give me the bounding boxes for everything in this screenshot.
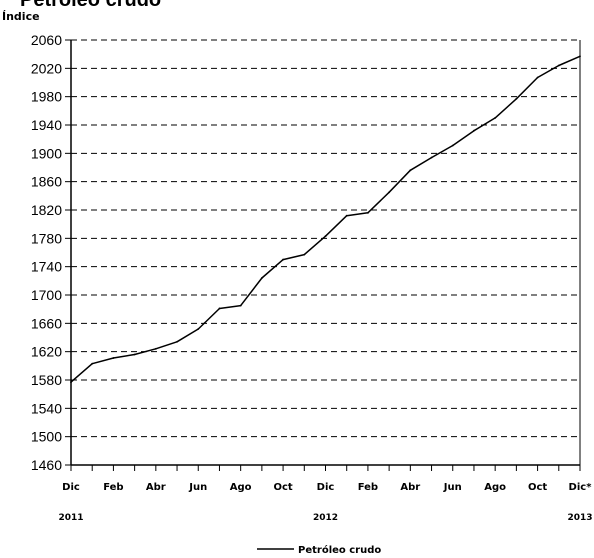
data-point (473, 129, 475, 132)
x-tick-label: Ago (484, 482, 506, 493)
y-axis-label: Índice (2, 10, 40, 23)
data-point (282, 258, 284, 261)
x-tick-label: Abr (400, 482, 420, 493)
data-point (70, 381, 72, 384)
x-tick-label: Dic (62, 482, 80, 493)
x-tick-label: Oct (273, 482, 292, 493)
y-tick-label: 2060 (31, 32, 62, 48)
data-point (388, 191, 391, 194)
x-tick-label: Abr (146, 482, 166, 493)
data-point (515, 97, 518, 100)
y-tick-label: 1540 (31, 400, 62, 416)
y-tick-label: 1980 (31, 89, 62, 105)
data-point (303, 253, 306, 256)
year-label: 2011 (58, 513, 83, 523)
data-point (91, 362, 94, 365)
y-tick-label: 1780 (31, 230, 62, 246)
y-tick-label: 1700 (31, 287, 62, 303)
data-point (239, 304, 242, 307)
data-point (494, 117, 497, 119)
legend: Petróleo crudo (257, 544, 381, 556)
y-tick-label: 1620 (31, 344, 62, 360)
x-tick-label: Jun (188, 482, 207, 493)
y-tick-label: 1740 (31, 259, 62, 275)
x-axis: Dic Feb Abr Jun Ago Oct Dic Feb Abr Jun Ago Oct Dic* (62, 465, 592, 493)
chart-title: Petróleo crudo (20, 0, 161, 11)
data-point (557, 64, 560, 67)
y-axis: 1460 1500 1540 1580 1620 1660 1700 1740 1780 1820… (31, 32, 71, 473)
year-labels: 2011 2012 2013 (58, 513, 592, 523)
data-point (154, 347, 157, 350)
y-tick-label: 1940 (31, 117, 62, 133)
x-tick-label: Dic (317, 482, 335, 493)
data-point (430, 156, 433, 159)
grid (71, 39, 580, 438)
data-point (176, 340, 178, 343)
y-tick-label: 1820 (31, 202, 62, 218)
data-point (345, 214, 348, 217)
x-tick-label: Ago (230, 482, 252, 493)
data-point (133, 353, 136, 356)
data-point (197, 328, 200, 330)
x-tick-label: Oct (528, 482, 547, 493)
x-tick-label: Dic* (569, 482, 593, 493)
legend-label: Petróleo crudo (298, 544, 381, 556)
year-label: 2013 (567, 513, 592, 523)
year-label: 2012 (313, 513, 338, 523)
x-tick-label: Feb (103, 482, 123, 493)
series-layer (70, 55, 581, 384)
data-point (536, 76, 539, 79)
data-point (367, 211, 369, 214)
y-tick-label: 1900 (31, 145, 62, 161)
data-point (218, 307, 221, 310)
series-line (70, 55, 581, 383)
data-point (409, 169, 412, 172)
data-point (260, 277, 263, 279)
data-point (112, 357, 115, 359)
data-point (324, 235, 327, 238)
x-tick-label: Feb (358, 482, 378, 493)
y-tick-label: 2020 (31, 60, 62, 76)
x-tick-label: Jun (443, 482, 462, 493)
y-tick-label: 1860 (31, 174, 62, 190)
data-point (451, 144, 454, 147)
data-point (579, 55, 581, 58)
y-tick-label: 1460 (31, 457, 62, 473)
y-tick-label: 1580 (31, 372, 62, 388)
y-tick-label: 1500 (31, 429, 62, 445)
y-tick-label: 1660 (31, 315, 62, 331)
